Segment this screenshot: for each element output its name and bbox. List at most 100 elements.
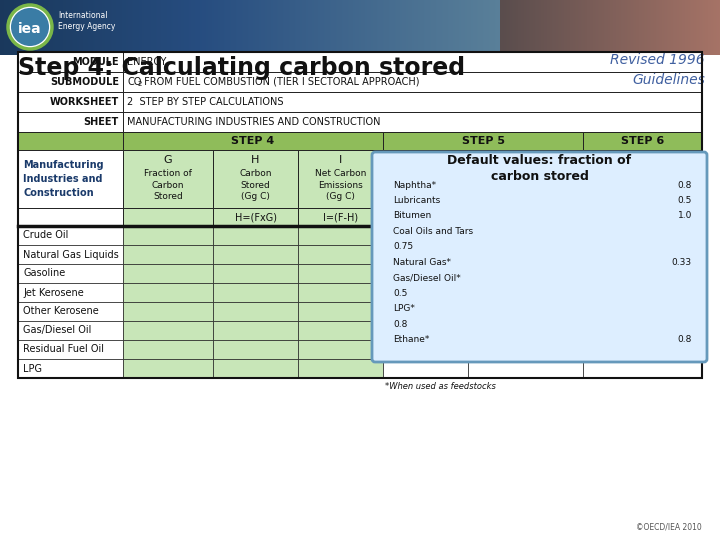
Bar bbox=[383, 302, 468, 321]
Bar bbox=[258, 0, 259, 55]
Bar bbox=[673, 0, 674, 55]
Bar bbox=[583, 359, 702, 378]
Bar bbox=[471, 0, 472, 55]
Bar bbox=[226, 0, 227, 55]
Bar bbox=[349, 0, 350, 55]
Bar bbox=[19, 0, 20, 55]
Bar bbox=[58, 0, 59, 55]
Bar bbox=[714, 0, 715, 55]
Bar bbox=[83, 0, 84, 55]
Bar bbox=[128, 0, 129, 55]
Bar bbox=[138, 0, 139, 55]
Bar bbox=[185, 0, 186, 55]
Bar bbox=[291, 0, 292, 55]
Text: Net Carbon
Emissions
(Gg C): Net Carbon Emissions (Gg C) bbox=[315, 169, 366, 201]
Text: iea: iea bbox=[18, 22, 42, 36]
Bar bbox=[551, 0, 552, 55]
Bar bbox=[660, 0, 661, 55]
Bar bbox=[81, 0, 82, 55]
Bar bbox=[394, 0, 395, 55]
Bar bbox=[468, 283, 583, 302]
Bar bbox=[670, 0, 671, 55]
Bar bbox=[146, 0, 147, 55]
Bar bbox=[90, 0, 91, 55]
Bar bbox=[181, 0, 182, 55]
Bar bbox=[591, 0, 592, 55]
Bar bbox=[652, 0, 653, 55]
Bar bbox=[454, 0, 455, 55]
Bar bbox=[677, 0, 678, 55]
Bar bbox=[220, 0, 221, 55]
Bar bbox=[213, 264, 298, 283]
Bar bbox=[298, 150, 383, 208]
Bar bbox=[267, 0, 268, 55]
Bar bbox=[478, 0, 479, 55]
Bar bbox=[150, 0, 151, 55]
Bar bbox=[298, 0, 299, 55]
Bar bbox=[51, 0, 52, 55]
Bar bbox=[196, 0, 197, 55]
Bar bbox=[570, 0, 571, 55]
Bar bbox=[213, 245, 298, 264]
Bar bbox=[617, 0, 618, 55]
Bar bbox=[446, 0, 447, 55]
Bar bbox=[361, 0, 362, 55]
Bar bbox=[645, 0, 646, 55]
Bar bbox=[158, 0, 159, 55]
Bar bbox=[517, 0, 518, 55]
Bar bbox=[11, 0, 12, 55]
Bar bbox=[468, 302, 583, 321]
Bar bbox=[104, 0, 105, 55]
Bar bbox=[557, 0, 558, 55]
Bar bbox=[531, 0, 532, 55]
Bar bbox=[204, 0, 205, 55]
Bar bbox=[484, 0, 485, 55]
Text: 0.8: 0.8 bbox=[678, 180, 692, 190]
Bar bbox=[263, 0, 264, 55]
Bar bbox=[383, 208, 468, 226]
Bar bbox=[442, 0, 443, 55]
Bar bbox=[465, 0, 466, 55]
Text: CO: CO bbox=[127, 77, 141, 87]
Bar bbox=[534, 0, 535, 55]
Bar bbox=[366, 0, 367, 55]
Bar bbox=[152, 0, 153, 55]
Bar bbox=[78, 0, 79, 55]
Bar bbox=[107, 0, 108, 55]
Bar bbox=[473, 0, 474, 55]
Bar bbox=[332, 0, 333, 55]
Bar bbox=[688, 0, 689, 55]
Bar bbox=[336, 0, 337, 55]
Bar bbox=[706, 0, 707, 55]
Bar bbox=[653, 0, 654, 55]
Bar bbox=[232, 0, 233, 55]
Bar bbox=[306, 0, 307, 55]
Bar bbox=[383, 132, 583, 150]
Bar bbox=[684, 0, 685, 55]
Text: ENERGY: ENERGY bbox=[127, 57, 166, 67]
Bar bbox=[412, 0, 413, 55]
Bar bbox=[696, 0, 697, 55]
Bar bbox=[672, 0, 673, 55]
Bar bbox=[303, 0, 304, 55]
Bar bbox=[633, 0, 634, 55]
Bar bbox=[61, 0, 62, 55]
Bar bbox=[5, 0, 6, 55]
Bar bbox=[140, 0, 141, 55]
Bar bbox=[213, 302, 298, 321]
Bar bbox=[243, 0, 244, 55]
Bar bbox=[9, 0, 10, 55]
Bar bbox=[16, 0, 17, 55]
Bar bbox=[96, 0, 97, 55]
Bar bbox=[383, 245, 468, 264]
Bar bbox=[41, 0, 42, 55]
Bar bbox=[49, 0, 50, 55]
Bar bbox=[170, 0, 171, 55]
Bar bbox=[587, 0, 588, 55]
Bar bbox=[490, 0, 491, 55]
Bar bbox=[599, 0, 600, 55]
Bar bbox=[535, 0, 536, 55]
Bar bbox=[216, 0, 217, 55]
Text: Coal Oils and Tars: Coal Oils and Tars bbox=[393, 227, 473, 236]
Bar bbox=[86, 0, 87, 55]
